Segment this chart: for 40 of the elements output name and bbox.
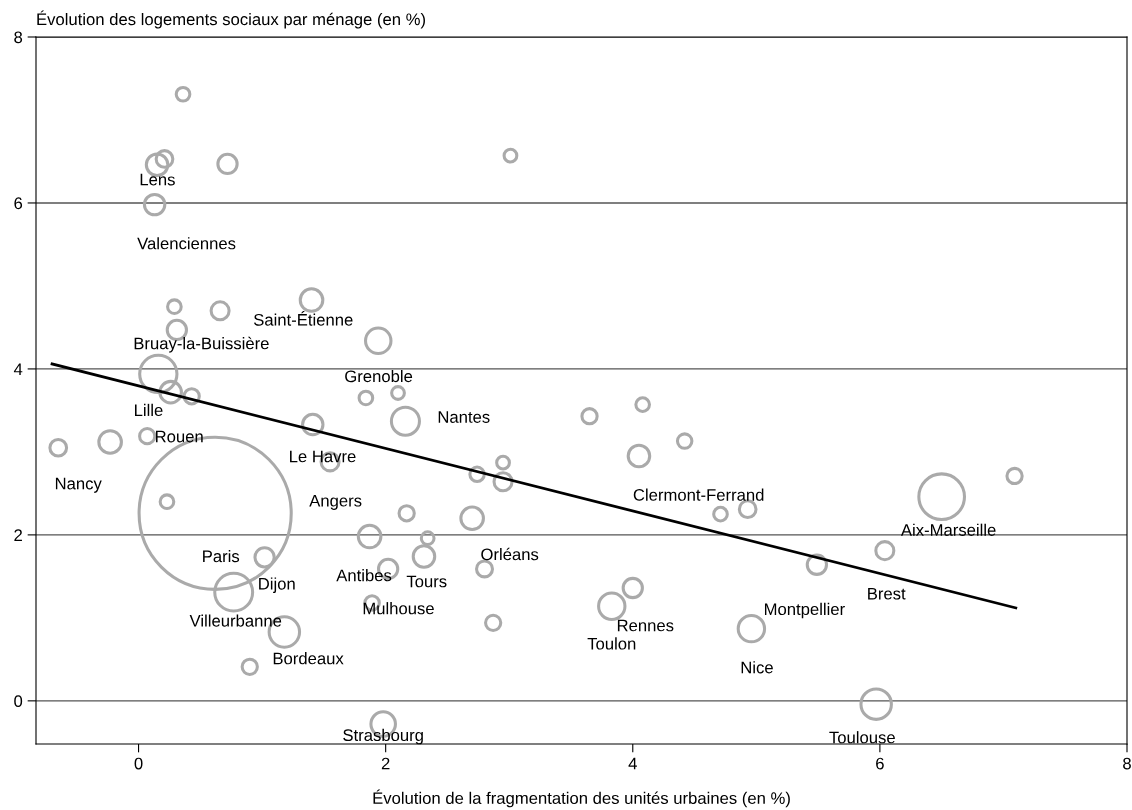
x-tick-label: 0 <box>134 757 143 770</box>
y-tick-label: 0 <box>14 695 23 708</box>
annotation: Bruay-la-Buissière <box>134 336 269 353</box>
y-tick-label: 6 <box>14 197 23 210</box>
annotation: Lens <box>140 173 175 186</box>
annotation: Rennes <box>617 619 674 632</box>
annotation: Aix-Marseille <box>900 523 996 536</box>
annotation: Rouen <box>155 430 203 443</box>
annotation: Bordeaux <box>273 652 344 665</box>
annotation: Dijon <box>259 577 295 593</box>
annotation: Le Havre <box>290 450 356 463</box>
annotation: Nancy <box>55 477 102 493</box>
annotation: Tours <box>406 575 447 588</box>
x-tick-label: 4 <box>628 757 637 770</box>
annotation: Toulouse <box>829 731 895 744</box>
y-tick-label: 2 <box>14 529 22 541</box>
annotation: Nice <box>741 661 773 674</box>
y-axis-title: Évolution des logements sociaux par ménage (en %) <box>37 10 425 29</box>
x-tick-label: 8 <box>1123 757 1131 770</box>
annotation: Mulhouse <box>363 602 434 615</box>
annotation: Villeurbanne <box>189 614 282 627</box>
annotation: Strasbourg <box>343 728 423 745</box>
annotation: Saint-Étienne <box>253 311 353 326</box>
y-tick-label: 8 <box>14 31 23 44</box>
annotation: Angers <box>309 494 362 510</box>
annotation: Nantes <box>438 411 490 423</box>
x-tick-label: 6 <box>876 757 884 770</box>
annotation: Lille <box>135 403 163 417</box>
annotation: Valenciennes <box>137 237 236 250</box>
x-tick-label: 2 <box>381 757 390 770</box>
annotation: Orléans <box>481 547 539 561</box>
annotation: Montpellier <box>764 602 845 619</box>
x-axis-title: Évolution de la fragmentation des unités urbaines (en %) <box>373 789 790 808</box>
annotation: Paris <box>203 549 240 563</box>
annotation: Brest <box>868 587 906 600</box>
y-tick-label: 4 <box>13 363 23 375</box>
annotation: Clermont-Ferrand <box>633 488 764 501</box>
annotation: Grenoble <box>345 369 413 383</box>
annotation: Antibes <box>336 569 392 582</box>
annotation: Toulon <box>587 637 636 650</box>
